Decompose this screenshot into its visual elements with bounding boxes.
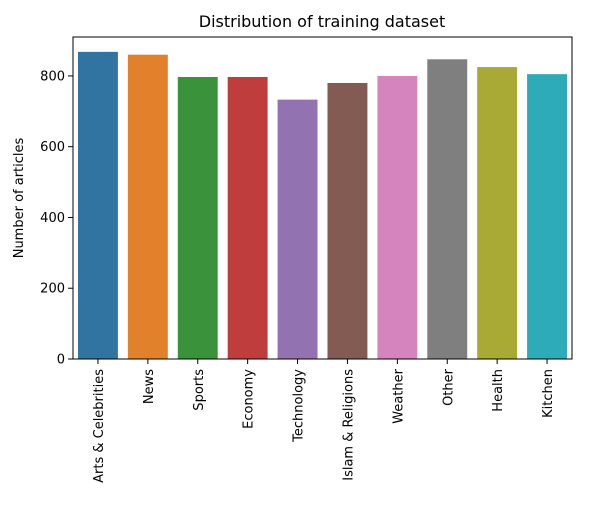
bar-arts-celebrities	[77, 51, 118, 359]
x-axis-ticks: Arts & Celebrities News Sports Economy Techn…	[92, 359, 556, 483]
x-tick-label: Technology	[292, 369, 307, 443]
x-tick-label: Economy	[242, 369, 257, 429]
x-tick-label: Other	[441, 368, 456, 406]
plot-frame	[72, 36, 573, 360]
x-tick-label: Sports	[192, 369, 207, 411]
bar-news	[127, 54, 168, 359]
bar-kitchen	[527, 74, 568, 360]
x-tick-label: Kitchen	[541, 369, 556, 418]
y-axis-label: Number of articles	[12, 137, 27, 258]
y-axis-ticks: 0 200 400 600 800	[40, 69, 73, 368]
y-tick-label: 400	[40, 211, 65, 226]
x-tick-label: Weather	[391, 368, 406, 423]
x-tick-label: Arts & Celebrities	[92, 369, 107, 483]
x-tick-label: Health	[491, 369, 506, 412]
bar-islam-religions	[327, 83, 368, 359]
bar-other	[427, 59, 468, 360]
y-tick-label: 0	[57, 353, 65, 368]
chart-title: Distribution of training dataset	[199, 12, 446, 31]
y-tick-label: 200	[40, 282, 65, 297]
x-tick-label: Islam & Religions	[341, 369, 356, 481]
bar-technology	[277, 99, 318, 359]
bar-weather	[377, 75, 418, 359]
y-tick-label: 600	[40, 140, 65, 155]
bar-health	[477, 67, 518, 360]
bar-sports	[177, 76, 218, 359]
bars-group	[77, 51, 568, 360]
y-tick-label: 800	[40, 69, 65, 84]
x-tick-label: News	[142, 369, 157, 404]
bar-economy	[227, 76, 268, 359]
